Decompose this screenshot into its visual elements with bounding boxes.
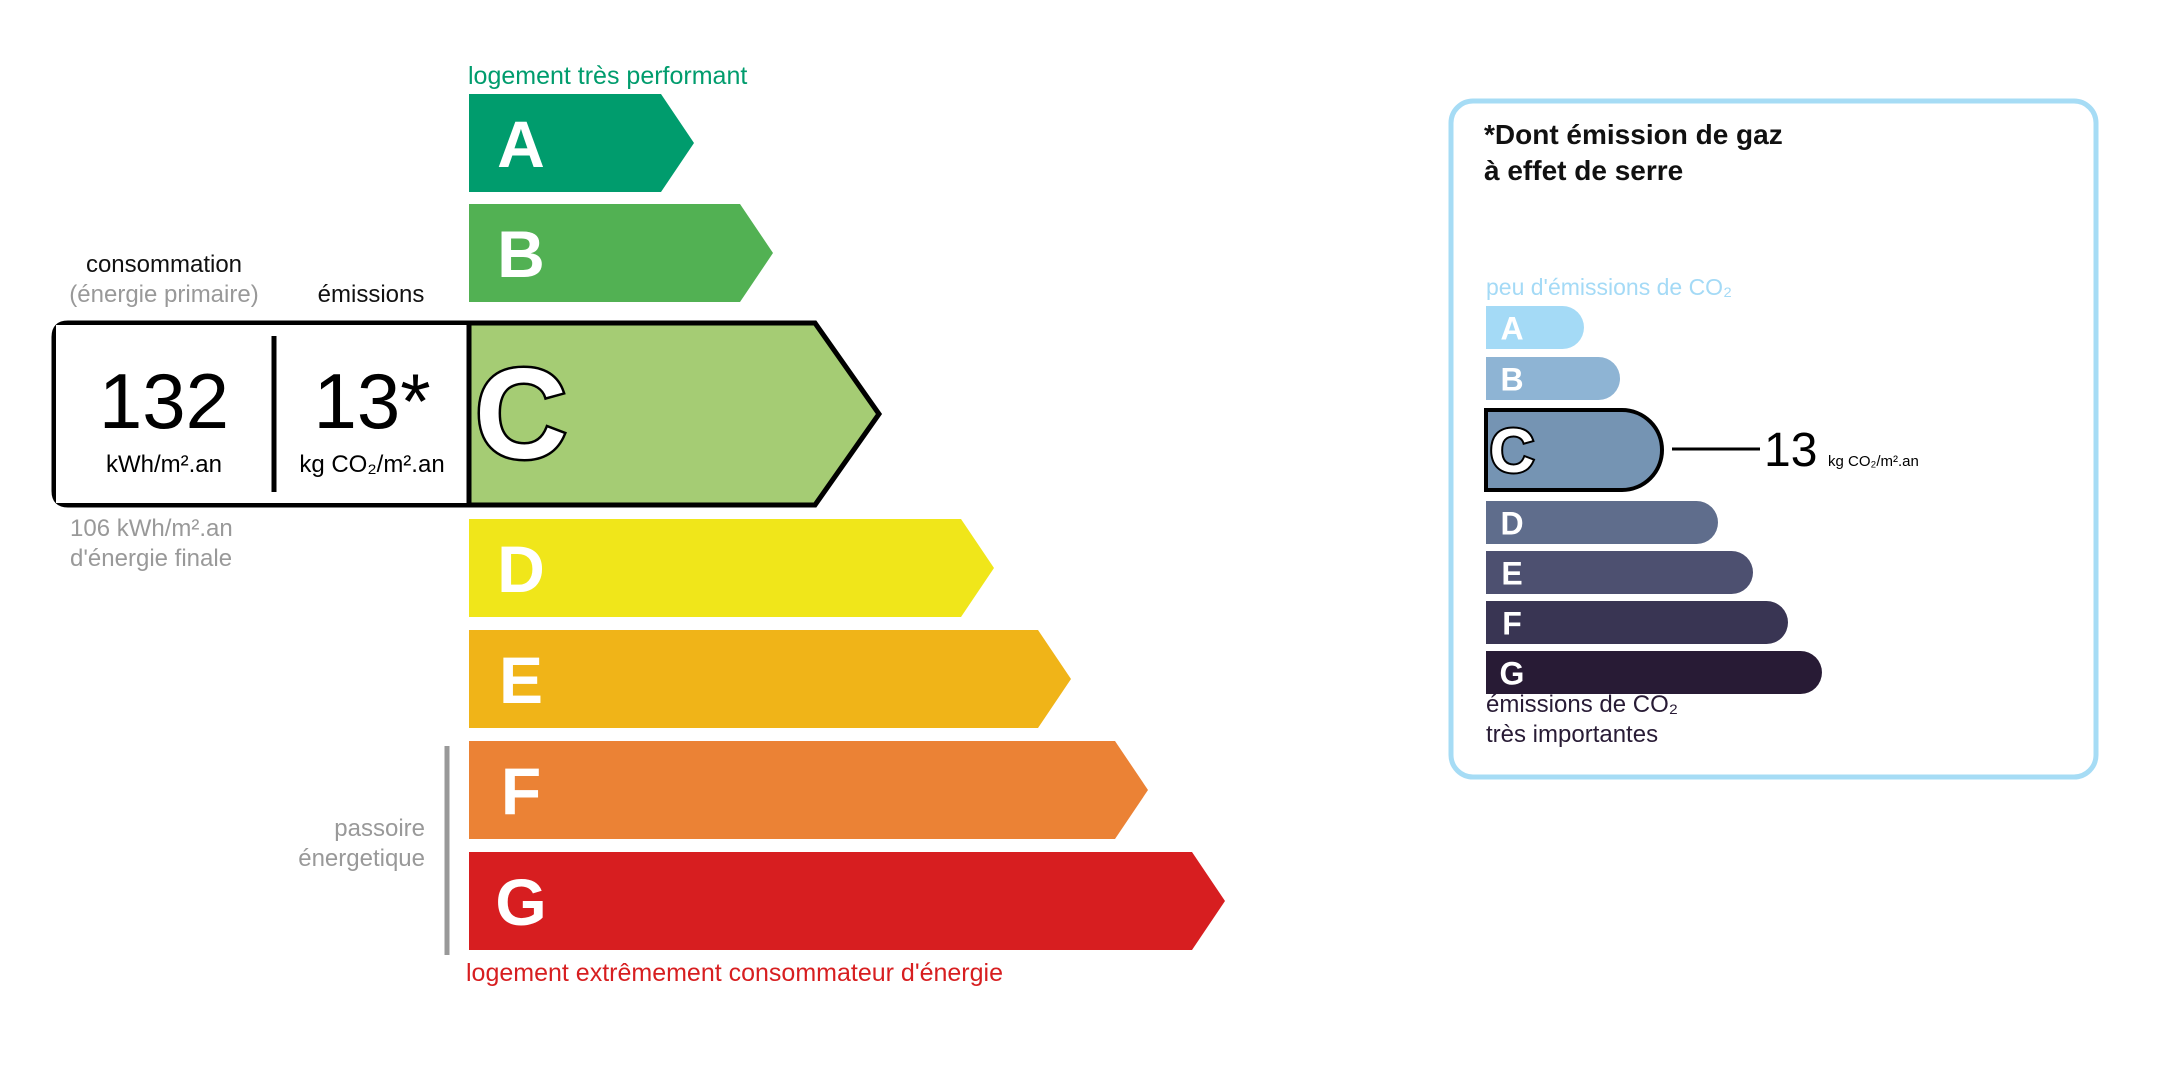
energy-bar-b [469,204,773,302]
ges-letter: G [1500,656,1525,692]
energy-bar-f [469,741,1148,839]
energy-class-e: E [469,630,1071,728]
energy-class-d: D [469,519,994,617]
ges-bar-f [1486,601,1788,644]
emissions-value: 13* [313,357,430,445]
consumption-sublabel: (énergie primaire) [69,281,258,308]
top-label: logement très performant [468,62,747,90]
energy-class-a: A [469,94,694,192]
ges-letter: B [1500,362,1523,398]
ges-bar-c [1484,408,1664,492]
energy-letter: B [497,217,545,291]
energy-bar-a [469,94,694,192]
passoire-label-2: énergetique [298,845,425,872]
final-energy-label: d'énergie finale [70,545,232,572]
consumption-label: consommation [86,251,242,278]
values-box [56,325,469,503]
ges-letter: E [1501,556,1522,592]
ges-class-e: E [1486,551,1753,594]
ges-title-line1: *Dont émission de gaz [1484,119,1783,150]
energy-class-f: F [469,741,1148,839]
energy-bar-d [469,519,994,617]
ges-class-c: C [1484,408,1664,492]
ges-bottom-label-1: émissions de CO₂ [1486,691,1678,718]
ges-bar-d [1486,501,1718,544]
energy-letter: A [497,107,545,181]
ges-title-line2: à effet de serre [1484,155,1683,186]
ges-letter: D [1500,506,1523,542]
ges-unit: kg CO₂/m².an [1828,453,1919,470]
passoire-label-1: passoire [334,815,425,842]
ges-class-d: D [1486,501,1718,544]
ges-class-f: F [1486,601,1788,644]
ges-bar-g [1486,651,1822,694]
energy-bar-g [469,852,1225,950]
ges-bottom-label-2: très importantes [1486,721,1658,748]
energy-letter: C [475,343,567,486]
consumption-value: 132 [99,357,229,445]
ges-class-a: A [1486,306,1584,349]
energy-class-g: G [469,852,1225,950]
ges-class-g: G [1486,651,1822,694]
energy-letter: F [501,754,541,828]
final-energy-value: 106 kWh/m².an [70,515,233,542]
energy-class-c: C [469,323,879,505]
ges-bar-b [1486,357,1620,400]
energy-letter: E [499,643,543,717]
ges-letter: C [1490,417,1535,486]
energy-bar-c [469,323,879,505]
energy-letter: G [495,865,546,939]
ges-top-label: peu d'émissions de CO₂ [1486,274,1732,300]
ges-letter: A [1500,311,1523,347]
emissions-unit: kg CO₂/m².an [299,451,444,478]
bottom-label: logement extrêmement consommateur d'éner… [466,959,1003,987]
energy-bar-e [469,630,1071,728]
ges-value: 13 [1764,424,1817,477]
consumption-unit: kWh/m².an [106,451,222,478]
ges-bar-a [1486,306,1584,349]
energy-class-b: B [469,204,773,302]
emissions-label: émissions [318,281,425,308]
ges-letter: F [1502,606,1522,642]
energy-letter: D [497,532,545,606]
ges-bar-e [1486,551,1753,594]
ges-class-b: B [1486,357,1620,400]
